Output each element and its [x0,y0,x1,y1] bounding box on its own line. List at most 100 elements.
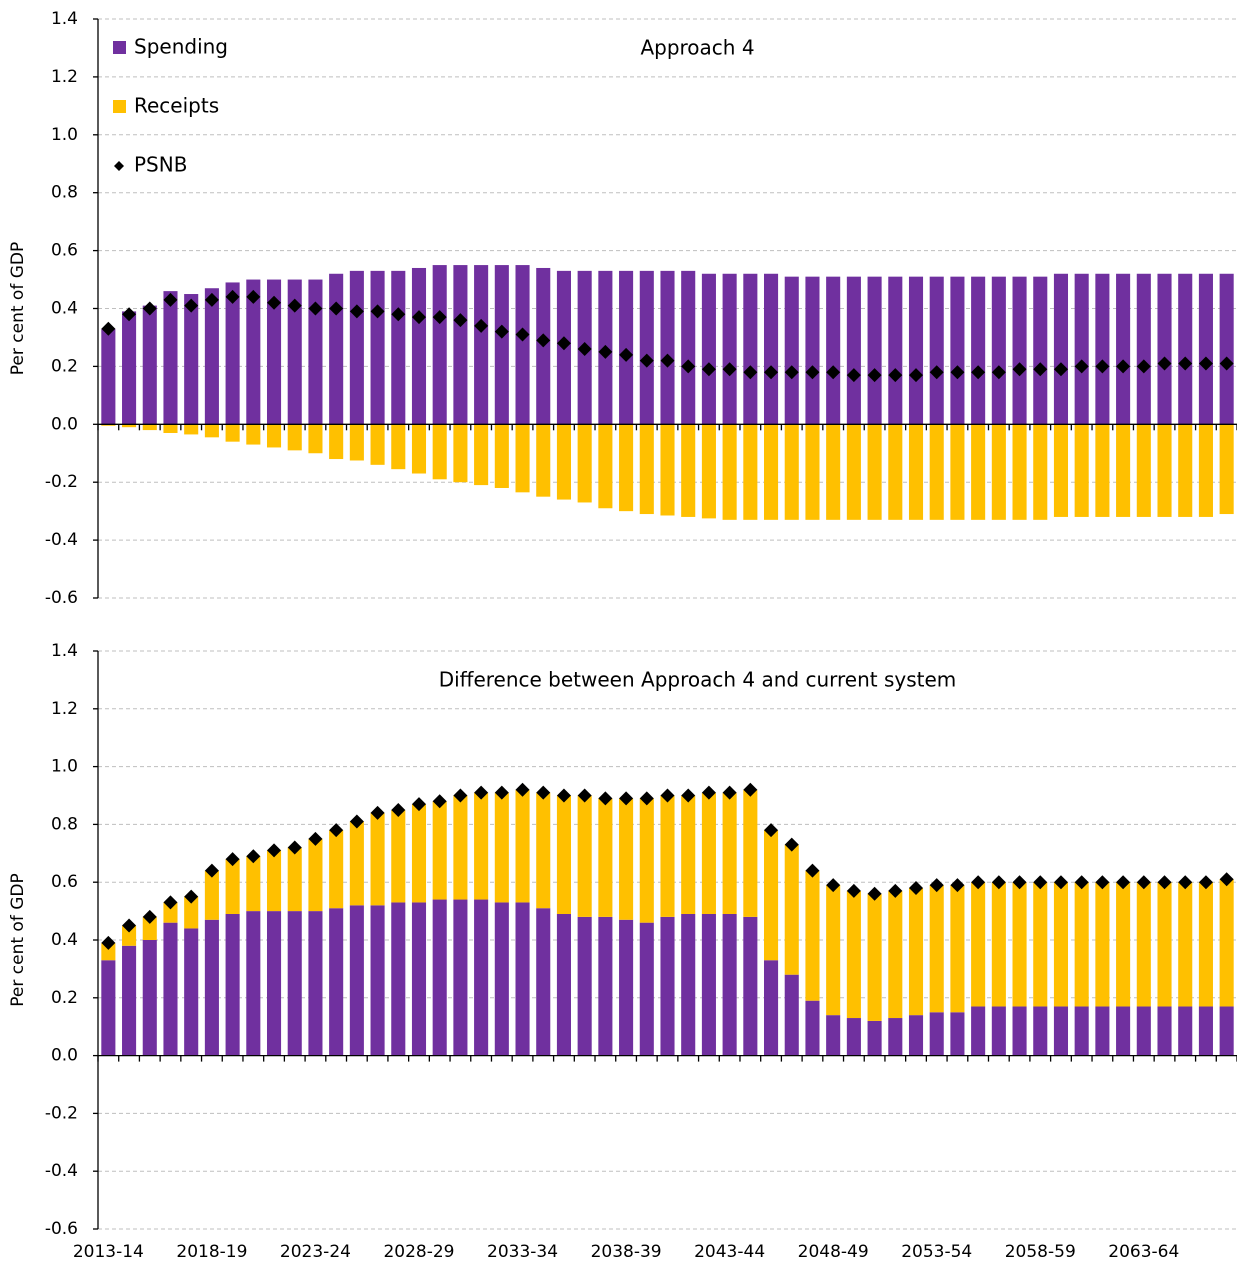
bar [184,896,199,929]
marker [432,310,447,325]
x-tick-label: 2018-19 [176,1242,247,1262]
bar [432,801,447,900]
bar [163,902,178,923]
y-tick-label: 0.2 [51,356,78,376]
marker [1012,362,1027,377]
marker [1219,872,1234,887]
legend-label: Spending [134,35,228,59]
bar [494,424,509,488]
marker [826,878,841,893]
bar [101,328,116,425]
marker [474,318,489,333]
bar [122,424,137,428]
y-tick-label: -0.6 [45,1219,78,1239]
bar [453,795,468,900]
marker [991,365,1006,380]
marker [267,843,282,858]
bar [950,885,965,1013]
bar [991,1006,1006,1056]
bar [908,424,924,520]
bar [1074,1006,1089,1056]
bar [142,940,157,1056]
bar [764,273,779,425]
marker [370,805,385,820]
y-tick-label: 0.8 [51,814,78,834]
marker [991,875,1006,890]
bar [163,922,178,1056]
bar [411,804,427,903]
bar [660,270,675,425]
bar [577,424,592,503]
x-tick-label: 2033-34 [487,1242,558,1262]
marker [826,365,841,380]
bar [991,424,1006,520]
bar [329,273,344,425]
bar [929,276,944,425]
marker [1178,356,1193,371]
marker [204,292,219,307]
bar [743,916,758,1056]
marker [122,307,137,322]
bar [867,893,882,1021]
marker [142,301,157,316]
marker [1219,356,1234,371]
legend-swatch [113,41,126,54]
bar [122,925,137,946]
bar [722,273,737,425]
legend-swatch [113,100,126,113]
y-tick-label: 1.4 [51,9,78,29]
x-tick-label: 2013-14 [73,1242,144,1262]
bar [805,424,820,520]
bar [826,276,841,425]
x-tick-label: 2038-39 [591,1242,662,1262]
bar [287,424,302,451]
bar [142,305,157,425]
bar [784,974,799,1056]
bar [660,916,675,1056]
bar [660,795,675,917]
marker [888,368,903,383]
bar [1136,882,1151,1007]
bar [784,844,799,975]
bar [681,424,696,517]
marker [619,791,634,806]
bar [639,424,654,515]
marker [805,863,820,878]
marker [1157,356,1172,371]
bar [370,905,385,1056]
marker [184,889,199,904]
bar [204,288,219,425]
bar [204,424,219,438]
marker [225,852,240,867]
bar [411,424,427,474]
bar [888,424,903,520]
x-tick-label: 2048-49 [798,1242,869,1262]
bar [991,882,1006,1007]
bar [1012,424,1027,520]
bar [846,1018,861,1056]
marker [536,785,551,800]
marker [1136,875,1151,890]
marker [764,365,779,380]
bar [950,424,965,520]
y-tick-label: -0.4 [45,530,78,550]
marker [971,365,986,380]
bar [1012,1006,1027,1056]
bar [846,276,861,425]
bar [701,913,716,1056]
bar [432,265,447,425]
bar [432,424,447,480]
bar [1074,424,1089,517]
bar [391,809,406,903]
bar [1198,882,1213,1007]
bar [287,279,302,425]
x-tick-label: 2053-54 [901,1242,972,1262]
bar [122,311,137,425]
marker [619,347,634,362]
bar [474,899,489,1056]
bar [701,424,716,519]
marker [225,289,240,304]
marker [391,802,406,817]
marker [577,342,592,357]
